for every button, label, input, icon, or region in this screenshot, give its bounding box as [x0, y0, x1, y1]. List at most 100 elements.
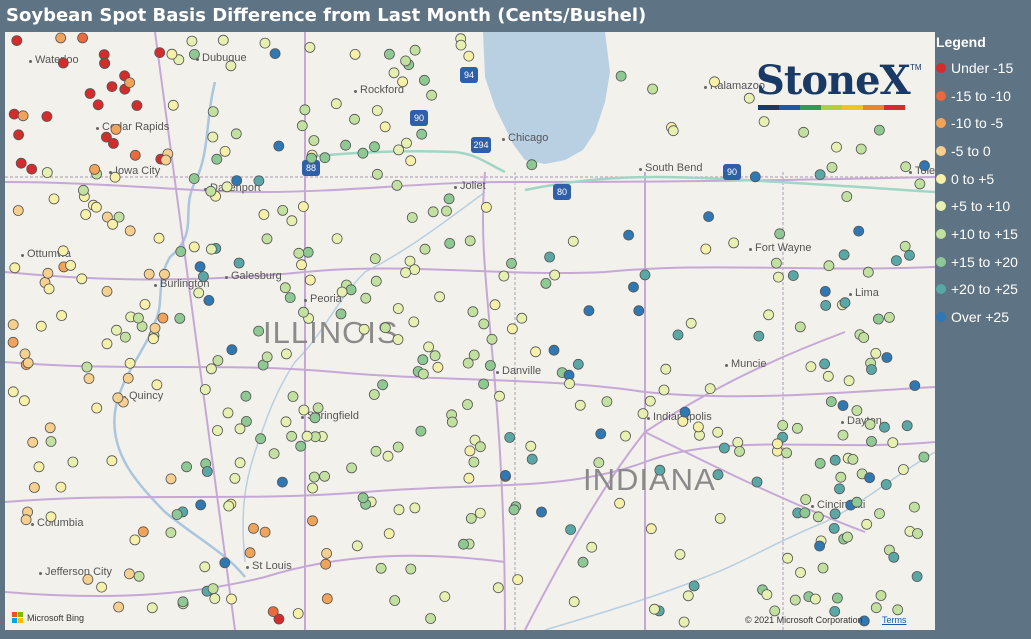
- basis-point[interactable]: [80, 209, 92, 220]
- basis-point[interactable]: [918, 451, 930, 463]
- basis-point[interactable]: [293, 247, 305, 259]
- basis-point[interactable]: [330, 98, 342, 110]
- basis-point[interactable]: [595, 428, 607, 440]
- basis-point[interactable]: [371, 168, 383, 180]
- basis-point[interactable]: [525, 440, 537, 452]
- basis-point[interactable]: [91, 201, 102, 213]
- basis-point[interactable]: [391, 179, 403, 191]
- basis-point[interactable]: [268, 448, 280, 460]
- basis-point[interactable]: [149, 322, 161, 334]
- basis-point[interactable]: [458, 538, 469, 550]
- basis-point[interactable]: [340, 139, 352, 151]
- basis-points[interactable]: [5, 32, 935, 630]
- basis-point[interactable]: [819, 285, 831, 297]
- basis-point[interactable]: [465, 512, 477, 524]
- basis-point[interactable]: [417, 368, 429, 380]
- basis-point[interactable]: [298, 404, 310, 416]
- basis-point[interactable]: [78, 184, 89, 196]
- basis-point[interactable]: [349, 113, 360, 125]
- basis-point[interactable]: [498, 270, 510, 282]
- basis-point[interactable]: [124, 225, 136, 237]
- basis-point[interactable]: [674, 549, 686, 560]
- basis-point[interactable]: [193, 287, 205, 299]
- basis-point[interactable]: [462, 357, 474, 369]
- legend-item[interactable]: +15 to +20: [936, 248, 1031, 276]
- basis-point[interactable]: [35, 320, 47, 332]
- basis-point[interactable]: [147, 333, 159, 345]
- basis-point[interactable]: [389, 595, 401, 606]
- basis-point[interactable]: [911, 571, 923, 582]
- basis-point[interactable]: [151, 379, 163, 391]
- basis-point[interactable]: [851, 496, 863, 508]
- basis-point[interactable]: [441, 205, 452, 217]
- basis-point[interactable]: [688, 580, 700, 592]
- basis-point[interactable]: [13, 129, 25, 141]
- basis-point[interactable]: [870, 347, 882, 359]
- basis-point[interactable]: [835, 471, 847, 483]
- basis-point[interactable]: [43, 283, 55, 295]
- basis-point[interactable]: [732, 436, 744, 448]
- basis-point[interactable]: [124, 357, 136, 369]
- basis-point[interactable]: [753, 330, 765, 342]
- basis-point[interactable]: [226, 344, 238, 356]
- basis-point[interactable]: [320, 558, 332, 570]
- basis-point[interactable]: [383, 528, 395, 540]
- basis-point[interactable]: [443, 193, 455, 205]
- basis-point[interactable]: [307, 515, 318, 527]
- basis-point[interactable]: [143, 268, 155, 280]
- basis-point[interactable]: [874, 124, 885, 136]
- basis-point[interactable]: [19, 348, 31, 360]
- basis-point[interactable]: [781, 447, 792, 459]
- basis-point[interactable]: [17, 110, 29, 122]
- basis-point[interactable]: [858, 615, 870, 627]
- basis-point[interactable]: [574, 399, 586, 411]
- basis-point[interactable]: [909, 501, 920, 513]
- basis-point[interactable]: [392, 441, 404, 453]
- basis-point[interactable]: [175, 246, 187, 257]
- basis-point[interactable]: [221, 181, 233, 193]
- basis-point[interactable]: [536, 506, 547, 518]
- basis-point[interactable]: [805, 361, 817, 373]
- basis-point[interactable]: [77, 32, 88, 44]
- basis-point[interactable]: [83, 373, 95, 384]
- basis-point[interactable]: [167, 99, 179, 111]
- basis-point[interactable]: [7, 319, 19, 331]
- basis-point[interactable]: [814, 457, 826, 469]
- basis-point[interactable]: [8, 108, 20, 120]
- basis-point[interactable]: [81, 361, 93, 373]
- basis-point[interactable]: [248, 522, 259, 534]
- basis-point[interactable]: [154, 47, 166, 59]
- basis-point[interactable]: [478, 378, 490, 390]
- basis-point[interactable]: [540, 277, 552, 289]
- basis-point[interactable]: [875, 590, 887, 601]
- basis-point[interactable]: [259, 37, 271, 49]
- basis-point[interactable]: [177, 596, 189, 608]
- basis-point[interactable]: [96, 581, 107, 593]
- basis-point[interactable]: [548, 344, 560, 356]
- basis-point[interactable]: [307, 482, 319, 494]
- basis-point[interactable]: [319, 470, 331, 482]
- basis-point[interactable]: [226, 593, 237, 605]
- basis-point[interactable]: [120, 331, 131, 343]
- basis-point[interactable]: [45, 436, 57, 447]
- basis-point[interactable]: [299, 104, 311, 116]
- basis-point[interactable]: [312, 402, 324, 414]
- basis-point[interactable]: [462, 399, 473, 410]
- basis-point[interactable]: [637, 408, 649, 420]
- basis-point[interactable]: [761, 589, 773, 600]
- basis-point[interactable]: [371, 105, 383, 116]
- basis-point[interactable]: [91, 402, 103, 414]
- basis-point[interactable]: [67, 456, 79, 468]
- basis-point[interactable]: [280, 348, 292, 360]
- basis-point[interactable]: [512, 574, 524, 585]
- basis-point[interactable]: [817, 562, 829, 574]
- basis-point[interactable]: [171, 509, 183, 520]
- basis-point[interactable]: [773, 271, 784, 283]
- basis-point[interactable]: [286, 430, 298, 442]
- legend-item[interactable]: +20 to +25: [936, 276, 1031, 304]
- basis-point[interactable]: [346, 462, 358, 474]
- basis-point[interactable]: [55, 481, 67, 493]
- basis-point[interactable]: [292, 608, 304, 619]
- basis-point[interactable]: [368, 389, 380, 400]
- basis-point[interactable]: [273, 140, 285, 152]
